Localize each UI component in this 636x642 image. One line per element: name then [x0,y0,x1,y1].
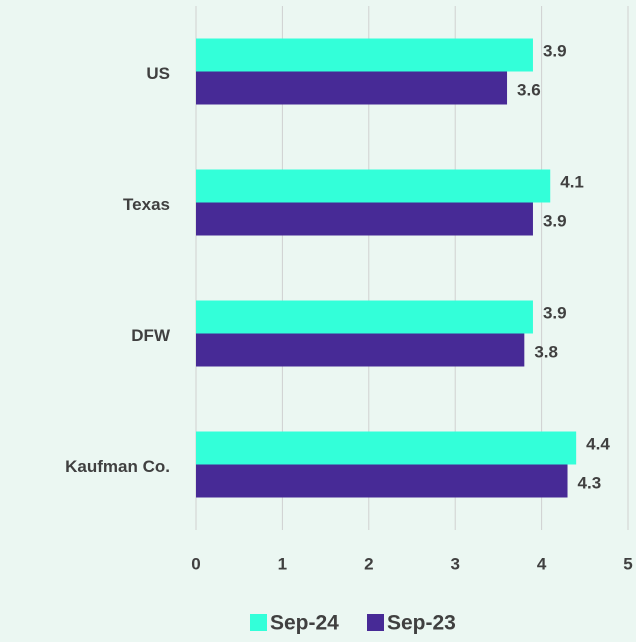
y-tick-label: DFW [131,326,171,345]
data-label: 4.4 [586,434,610,453]
bar [196,71,508,105]
bar [196,300,533,334]
data-label: 3.9 [543,303,567,322]
y-tick-label: US [146,64,170,83]
x-tick-label: 2 [364,554,373,573]
data-label: 4.3 [578,473,602,492]
y-tick-label: Texas [123,195,170,214]
bar [196,464,568,498]
x-tick-label: 0 [191,554,200,573]
bar [196,431,577,465]
data-label: 3.6 [517,80,541,99]
x-tick-label: 1 [278,554,287,573]
y-tick-label: Kaufman Co. [65,457,170,476]
bar [196,169,551,203]
legend-swatch [250,614,267,631]
bar [196,202,533,236]
bar [196,38,533,72]
x-tick-label: 3 [450,554,459,573]
data-label: 4.1 [560,172,584,191]
legend-text: Sep-24 [270,612,339,635]
data-label: 3.8 [534,342,558,361]
legend-text: Sep-23 [387,612,456,635]
legend-swatch [367,614,384,631]
x-tick-label: 4 [537,554,547,573]
x-tick-label: 5 [623,554,632,573]
data-label: 3.9 [543,41,567,60]
data-label: 3.9 [543,211,567,230]
bar [196,333,525,367]
